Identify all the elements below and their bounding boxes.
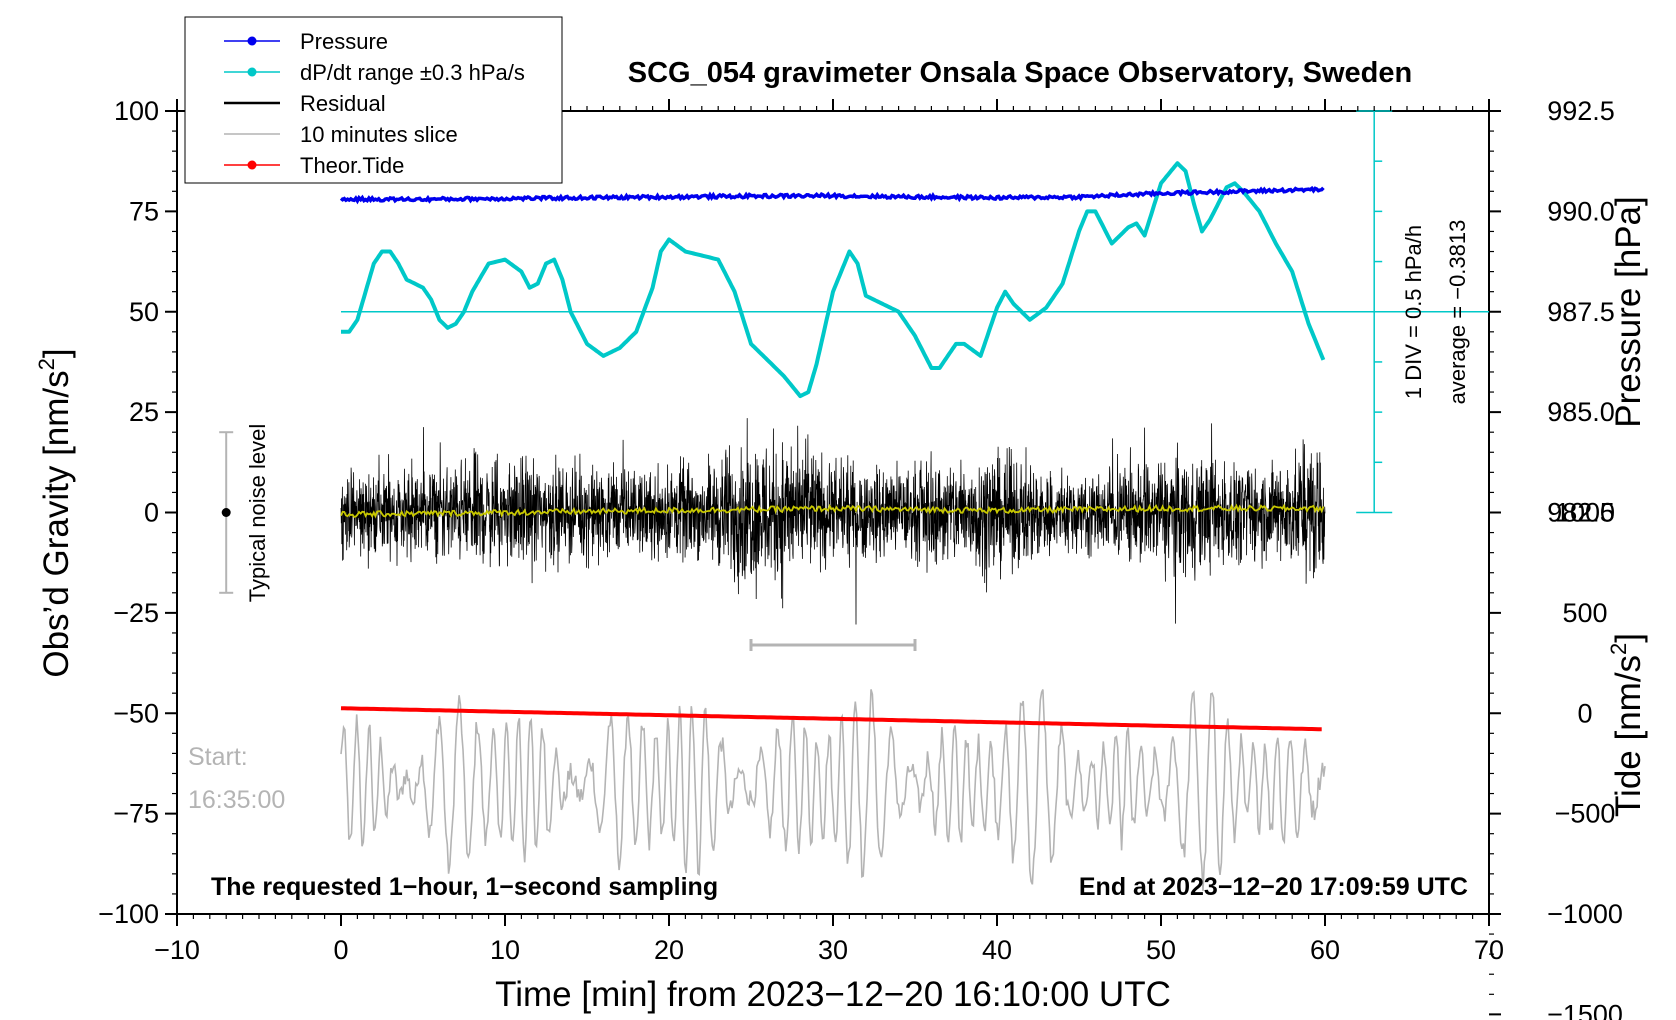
start-label: Start: [188, 743, 248, 771]
x-tick-label: 30 [818, 935, 848, 965]
pressure-axis-ticks: 992.5 990.0 987.5 985.0 982.5 [1489, 96, 1615, 528]
legend-marker [247, 36, 257, 46]
y-tick-label: 50 [129, 297, 159, 327]
annotation-layer [219, 110, 1489, 651]
y-axis-left-title: Obs’d Gravity [nm/s2] [34, 348, 76, 677]
x-tick-label: 50 [1146, 935, 1176, 965]
residual-series-layer [340, 418, 1326, 625]
dpdt-series-line [340, 161, 1326, 399]
tide-tick-label: −500 [1555, 799, 1616, 829]
x-tick-label: 70 [1474, 935, 1504, 965]
pressure-tick-label: 990.0 [1547, 196, 1615, 226]
tide-tick-label: 1000 [1555, 498, 1615, 528]
legend-label: Pressure [300, 29, 388, 54]
pressure-tick-label: 982.5 [1547, 498, 1615, 528]
tide-axis-ticks: 1000 500 0 −500 −1000 −1500 [1489, 498, 1623, 1020]
y-tick-label: 100 [114, 96, 159, 126]
pressure-series-layer [339, 185, 1325, 205]
y-tick-label: −100 [98, 899, 159, 929]
x-tick-label: 0 [333, 935, 348, 965]
pressure-tick-label: 985.0 [1547, 397, 1615, 427]
tide-tick-label: −1000 [1547, 899, 1623, 929]
pressure-series-line [339, 185, 1325, 205]
legend-marker [247, 67, 257, 77]
noise-bar-dot [221, 508, 231, 517]
legend-marker [247, 160, 257, 170]
x-tick-label: 10 [490, 935, 520, 965]
noise-level-label: Typical noise level [245, 424, 270, 603]
start-time-label: 16:35:00 [188, 786, 285, 814]
y-tick-label: −50 [113, 698, 159, 728]
pressure-axis-title: Pressure [hPa] [1609, 196, 1648, 428]
tide-axis-title: Tide [nm/s2] [1606, 633, 1648, 817]
residual-mean-line [340, 503, 1325, 519]
legend-label: dP/dt range ±0.3 hPa/s [300, 60, 525, 85]
pressure-tick-label: 987.5 [1547, 297, 1615, 327]
pressure-tick-label: 992.5 [1547, 96, 1615, 126]
y-tick-label: 0 [144, 498, 159, 528]
bottom-right-note: End at 2023−12−20 17:09:59 UTC [1079, 873, 1468, 901]
tide-tick-label: 0 [1577, 698, 1592, 728]
x-tick-label: 60 [1310, 935, 1340, 965]
tide-tick-label: −1500 [1547, 999, 1623, 1020]
legend-label: Theor.Tide [300, 153, 404, 178]
x-tick-label: 20 [654, 935, 684, 965]
chart-title: SCG_054 gravimeter Onsala Space Observat… [628, 57, 1412, 89]
tide-series-line [340, 706, 1322, 732]
slice-series-layer [340, 689, 1326, 891]
residual-series-line [340, 418, 1326, 625]
tide-tick-label: 500 [1562, 598, 1607, 628]
x-tick-label: 40 [982, 935, 1012, 965]
y-tick-label: −25 [113, 598, 159, 628]
legend-label: 10 minutes slice [300, 122, 458, 147]
legend: Pressure dP/dt range ±0.3 hPa/s Residual 10… [184, 16, 563, 184]
legend-box [184, 16, 563, 184]
y-tick-label: −75 [113, 799, 159, 829]
y-tick-label: 25 [129, 397, 159, 427]
x-tick-label: −10 [154, 935, 200, 965]
y-tick-label: 75 [129, 196, 159, 226]
dpdt-series-layer [340, 161, 1326, 399]
div-label: 1 DIV = 0.5 hPa/h [1401, 225, 1426, 399]
residual-mean-layer [340, 503, 1325, 519]
slice-series-line [340, 689, 1326, 891]
x-axis-title: Time [min] from 2023−12−20 16:10:00 UTC [495, 975, 1171, 1014]
bottom-left-note: The requested 1−hour, 1−second sampling [211, 873, 718, 901]
x-axis-ticks: −10 0 10 20 30 40 50 60 70 [154, 99, 1504, 965]
tide-series-layer [340, 706, 1322, 732]
legend-label: Residual [300, 91, 386, 116]
average-label: average = −0.3813 [1445, 220, 1470, 405]
y-axis-left-ticks: 100 75 50 25 0 −25 −50 −75 −100 [98, 96, 177, 929]
